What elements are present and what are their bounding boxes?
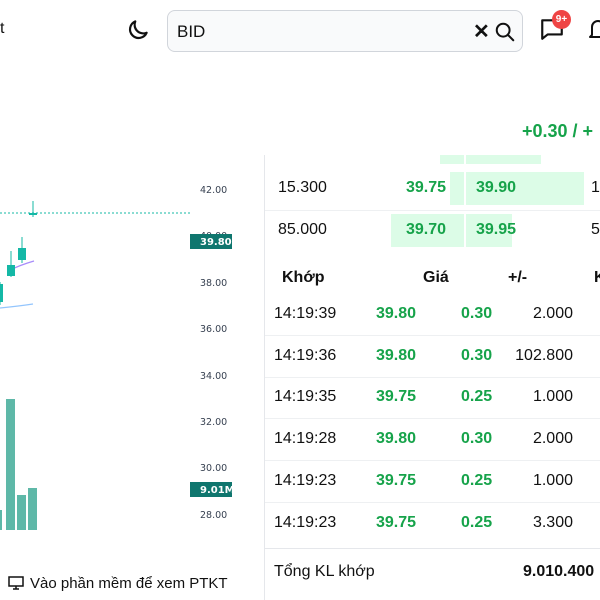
ask-depth-bar <box>466 172 584 205</box>
app-title-fragment: t <box>0 20 5 37</box>
row-divider <box>265 210 600 211</box>
price-change: +0.30 / + <box>522 121 594 141</box>
bid-price: 39.75 <box>406 179 447 196</box>
trade-volume: 2.000 <box>532 305 573 322</box>
price-tag-bg <box>190 234 232 249</box>
notification-badge: 9+ <box>552 10 571 29</box>
search-icon[interactable] <box>494 21 516 43</box>
trade-volume: 102.800 <box>515 347 573 364</box>
trade-volume: 1.000 <box>532 472 573 489</box>
trade-price: 39.80 <box>376 305 417 322</box>
volume-bar <box>28 488 37 530</box>
trade-time: 14:19:39 <box>274 305 337 322</box>
y-tick: 32.00 <box>200 417 227 428</box>
trade-price: 39.75 <box>376 388 417 405</box>
col-header-change[interactable]: +/- <box>508 269 528 286</box>
monitor-icon <box>8 576 24 590</box>
ask-price: 39.95 <box>476 221 517 238</box>
volume-tag: 9.01M <box>200 485 235 496</box>
y-tick: 36.00 <box>200 324 227 335</box>
trade-price: 39.75 <box>376 514 417 531</box>
total-volume-row: Tổng KL khớp 9.010.400 <box>265 548 600 600</box>
candles <box>0 201 37 305</box>
volume-bar <box>0 510 2 530</box>
trade-change: 0.25 <box>461 472 493 489</box>
trade-row: 14:19:35 39.75 0.25 1.000 <box>265 377 600 419</box>
bell-icon[interactable] <box>588 16 600 42</box>
candle <box>18 248 26 260</box>
col-header-volume[interactable]: K <box>594 269 600 286</box>
y-tick: 34.00 <box>200 371 227 382</box>
order-book-row: 15.300 39.75 39.90 1 <box>265 169 600 209</box>
volume-tag-bg <box>190 482 232 497</box>
trade-row: 14:19:39 39.80 0.30 2.000 <box>265 294 600 336</box>
trade-change: 0.30 <box>461 347 493 364</box>
row-divider <box>265 418 600 419</box>
trade-time: 14:19:28 <box>274 430 337 447</box>
trade-time: 14:19:23 <box>274 472 337 489</box>
panel-divider <box>264 155 265 600</box>
y-tick: 42.00 <box>200 185 227 196</box>
volume-bar <box>6 399 15 530</box>
ask-price: 39.90 <box>476 179 517 196</box>
y-tick: 28.00 <box>200 510 227 521</box>
trade-change: 0.25 <box>461 514 493 531</box>
trade-volume: 2.000 <box>532 430 573 447</box>
volume-bar <box>17 495 26 530</box>
price-chart[interactable]: 42.00 40.00 38.00 36.00 34.00 32.00 30.0… <box>0 155 250 540</box>
trade-price: 39.80 <box>376 430 417 447</box>
trade-volume: 1.000 <box>532 388 573 405</box>
trade-row: 14:19:23 39.75 0.25 1.000 <box>265 461 600 503</box>
col-header-price[interactable]: Giá <box>423 269 449 286</box>
row-divider <box>265 460 600 461</box>
trade-row: 14:19:28 39.80 0.30 2.000 <box>265 419 600 461</box>
candle <box>29 213 37 215</box>
ask-volume: 5 <box>591 221 600 238</box>
top-bar: t BID ✕ 9+ <box>0 0 600 62</box>
moon-icon[interactable] <box>125 17 151 43</box>
volume-bars <box>0 399 37 530</box>
x-tick: 8 <box>2 539 8 540</box>
row-divider <box>265 335 600 336</box>
row-divider <box>265 377 600 378</box>
bid-strip <box>440 155 464 164</box>
total-volume-label: Tổng KL khớp <box>274 563 375 580</box>
trade-time: 14:19:36 <box>274 347 337 364</box>
ptkt-link-label: Vào phần mềm để xem PTKT <box>30 575 228 592</box>
trade-change: 0.30 <box>461 305 493 322</box>
bid-depth-bar <box>391 214 464 247</box>
trade-change: 0.30 <box>461 430 493 447</box>
trade-time: 14:19:35 <box>274 388 337 405</box>
trade-volume: 3.300 <box>532 514 573 531</box>
ma-line <box>0 303 34 309</box>
ptkt-link[interactable]: Vào phần mềm để xem PTKT <box>8 575 228 592</box>
trade-time: 14:19:23 <box>274 514 337 531</box>
ask-strip <box>466 155 541 164</box>
trade-change: 0.25 <box>461 388 493 405</box>
candle <box>0 284 3 302</box>
search-box[interactable]: BID ✕ <box>167 10 523 52</box>
total-volume-value: 9.010.400 <box>523 563 595 580</box>
bid-volume: 15.300 <box>278 179 327 196</box>
row-divider <box>265 502 600 503</box>
price-tag: 39.80 <box>200 237 232 248</box>
bid-price: 39.70 <box>406 221 447 238</box>
y-tick: 30.00 <box>200 463 227 474</box>
ask-depth-bar <box>466 214 512 247</box>
trade-price: 39.80 <box>376 347 417 364</box>
search-input[interactable]: BID <box>177 22 206 41</box>
bid-volume: 85.000 <box>278 221 327 238</box>
trade-row: 14:19:36 39.80 0.30 102.800 <box>265 336 600 378</box>
ask-volume: 1 <box>591 179 600 196</box>
bid-depth-bar <box>450 172 464 205</box>
y-tick: 38.00 <box>200 278 227 289</box>
col-header-time[interactable]: Khớp <box>282 269 325 286</box>
candle <box>7 265 15 276</box>
close-icon[interactable]: ✕ <box>473 21 490 43</box>
order-book-row: 85.000 39.70 39.95 5 <box>265 211 600 251</box>
trade-row: 14:19:23 39.75 0.25 3.300 <box>265 503 600 545</box>
trade-price: 39.75 <box>376 472 417 489</box>
